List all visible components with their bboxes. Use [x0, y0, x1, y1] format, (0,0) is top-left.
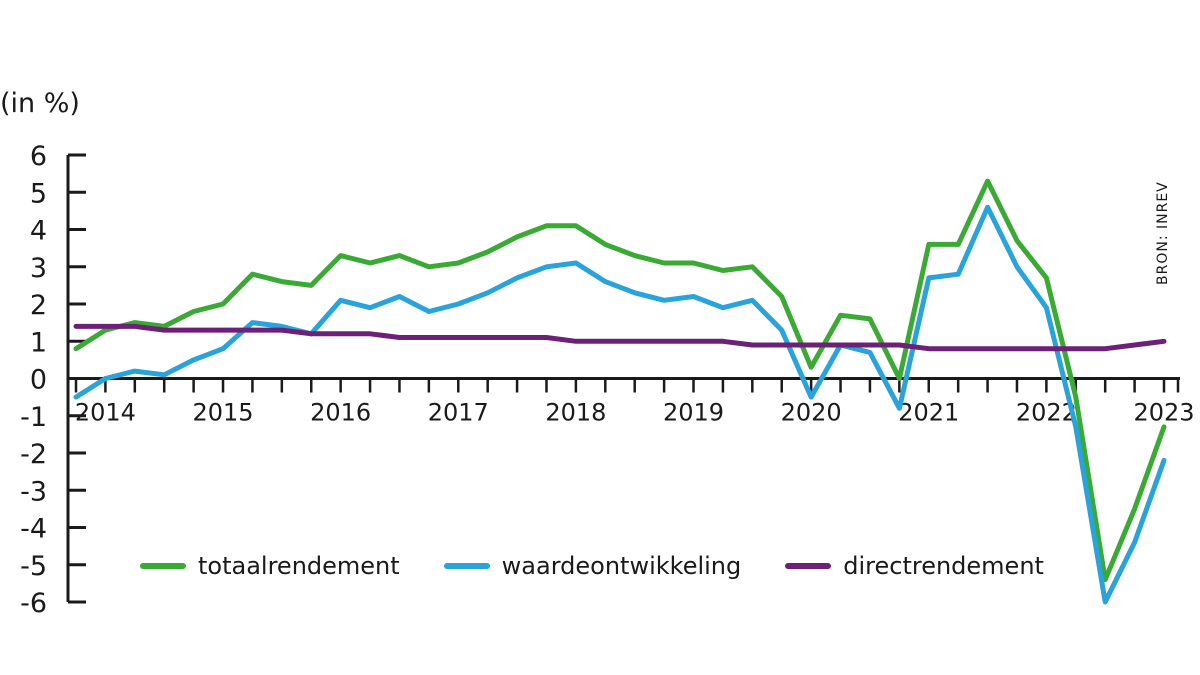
y-tick-label--3: -3 [20, 476, 47, 507]
y-tick-label--6: -6 [20, 588, 47, 619]
legend-item-totaalrendement: totaalrendement [140, 552, 400, 580]
x-year-label-2023: 2023 [1133, 399, 1194, 427]
series-line-directrendement [73, 323, 1167, 352]
legend-swatch-totaalrendement [140, 563, 186, 569]
x-year-label-2019: 2019 [663, 399, 724, 427]
x-year-label-2015: 2015 [192, 399, 253, 427]
y-tick-label-3: 3 [30, 253, 47, 284]
legend-swatch-directrendement [785, 563, 832, 569]
x-year-label-2018: 2018 [545, 399, 606, 427]
legend-label-totaalrendement: totaalrendement [198, 552, 400, 580]
y-tick-label-6: 6 [30, 141, 47, 172]
y-tick-label-2: 2 [30, 290, 47, 321]
legend-swatch-waardeontwikkeling [443, 563, 490, 569]
x-year-label-2014: 2014 [75, 399, 136, 427]
series-line-totaalrendement [73, 178, 1167, 583]
y-tick-label-1: 1 [30, 327, 47, 358]
y-tick-label--1: -1 [20, 402, 47, 433]
x-year-label-2016: 2016 [310, 399, 371, 427]
y-tick-label--5: -5 [20, 551, 47, 582]
legend-label-waardeontwikkeling: waardeontwikkeling [501, 552, 742, 580]
x-year-label-2022: 2022 [1016, 399, 1077, 427]
y-tick-label-4: 4 [30, 216, 47, 247]
y-tick-label-5: 5 [30, 178, 47, 209]
legend: totaalrendement waardeontwikkeling direc… [140, 552, 1088, 580]
y-tick-label--4: -4 [20, 514, 47, 545]
y-tick-label-0: 0 [30, 365, 47, 396]
series-line-waardeontwikkeling [73, 204, 1167, 605]
legend-label-directrendement: directrendement [843, 552, 1044, 580]
y-axis-unit-label: (in %) [0, 88, 80, 119]
legend-item-directrendement: directrendement [785, 552, 1044, 580]
x-year-label-2021: 2021 [898, 399, 959, 427]
legend-item-waardeontwikkeling: waardeontwikkeling [443, 552, 742, 580]
source-label: BRON: INREV [1155, 181, 1171, 285]
x-year-label-2020: 2020 [781, 399, 842, 427]
x-year-label-2017: 2017 [428, 399, 489, 427]
y-tick-label--2: -2 [20, 439, 47, 470]
